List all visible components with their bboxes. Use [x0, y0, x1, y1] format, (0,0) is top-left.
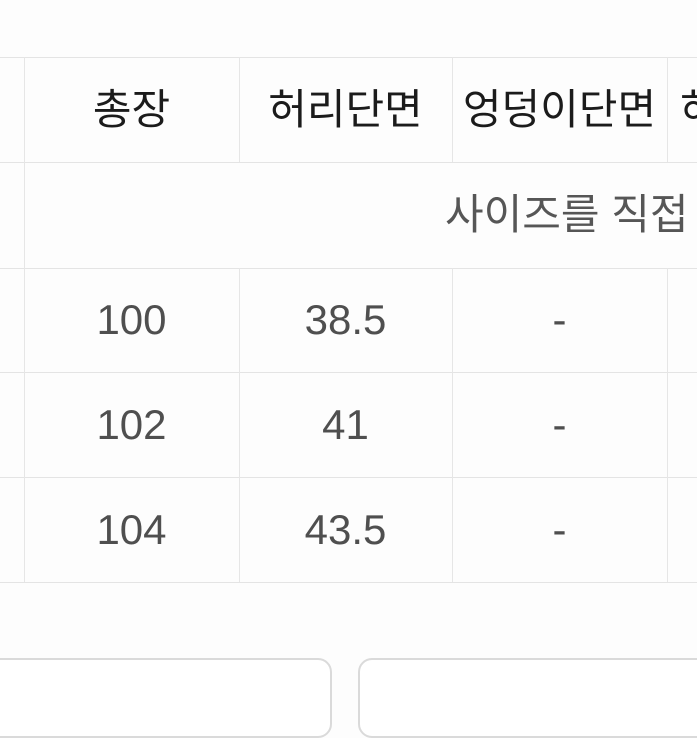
size-104-hip-width: -: [552, 506, 567, 553]
grid-line-header-bottom: [0, 162, 697, 163]
size-102-hip-width: -: [552, 401, 567, 448]
grid-line-col2-body: [452, 268, 453, 582]
grid-line-col0: [24, 57, 25, 582]
grid-line-bottom: [0, 582, 697, 583]
size-100-hip-width: -: [552, 296, 567, 343]
size-102-total-length: 102: [96, 401, 167, 448]
grid-line-row3-top: [0, 477, 697, 478]
grid-line-col3-body: [667, 268, 668, 582]
grid-line-col3-header: [667, 57, 668, 162]
grid-line-row2-top: [0, 372, 697, 373]
grid-line-row1-top: [0, 268, 697, 269]
size-100-waist-width: 38.5: [304, 296, 387, 343]
size-input-prompt[interactable]: 사이즈를 직접 입: [445, 191, 697, 238]
size-104-total-length: 104: [96, 506, 167, 553]
grid-line-top: [0, 57, 697, 58]
bottom-right-button[interactable]: [358, 658, 697, 738]
column-header-waist-width: 허리단면: [268, 86, 423, 133]
bottom-left-button[interactable]: [0, 658, 332, 738]
grid-line-col2-header: [452, 57, 453, 162]
size-102-waist-width: 41: [322, 401, 369, 448]
column-header-partial-right: 허: [667, 57, 697, 162]
column-header-total-length: 총장: [92, 86, 171, 133]
size-100-total-length: 100: [96, 296, 167, 343]
grid-line-col1-header: [239, 57, 240, 162]
size-104-waist-width: 43.5: [304, 506, 387, 553]
column-header-hip-width: 엉덩이단면: [462, 86, 657, 133]
grid-line-col1-body: [239, 268, 240, 582]
